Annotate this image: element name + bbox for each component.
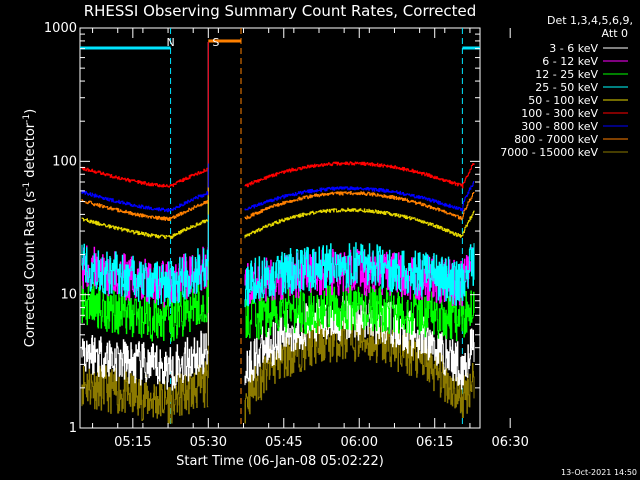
annotation-n: N bbox=[166, 36, 174, 49]
legend-label: 25 - 50 keV bbox=[535, 81, 598, 94]
x-tick-label: 05:15 bbox=[114, 435, 151, 450]
series-25-50-kev bbox=[81, 42, 475, 308]
x-tick-label: 06:15 bbox=[416, 435, 453, 450]
legend-label: 800 - 7000 keV bbox=[514, 133, 598, 146]
y-tick-label: 10 bbox=[60, 288, 77, 303]
series-300-800-kev bbox=[81, 42, 475, 213]
series-100-300-kev bbox=[81, 42, 475, 189]
series-line bbox=[81, 295, 475, 391]
legend-label: 6 - 12 keV bbox=[542, 55, 598, 68]
series-line bbox=[81, 207, 475, 239]
series-line bbox=[81, 191, 475, 221]
legend-header-attenuator: Att 0 bbox=[602, 27, 628, 40]
plot-frame bbox=[79, 27, 481, 429]
chart-title: RHESSI Observing Summary Count Rates, Co… bbox=[84, 2, 477, 20]
footer-timestamp: 13-Oct-2021 14:50 bbox=[561, 468, 637, 477]
legend-label: 50 - 100 keV bbox=[528, 94, 598, 107]
legend-label: 3 - 6 keV bbox=[549, 42, 598, 55]
x-axis-label: Start Time (06-Jan-08 05:02:22) bbox=[176, 454, 384, 469]
y-axis-label: Corrected Count Rate (s-1 detector-1) bbox=[22, 109, 38, 347]
series-layer bbox=[81, 42, 475, 424]
series-line bbox=[81, 181, 475, 213]
x-tick-label: 05:45 bbox=[265, 435, 302, 450]
y-tick-label: 1 bbox=[69, 421, 77, 436]
legend-label: 12 - 25 keV bbox=[535, 68, 598, 81]
x-tick-label: 06:00 bbox=[341, 435, 378, 450]
series-line bbox=[81, 242, 475, 308]
legend-header-detectors: Det 1,3,4,5,6,9, bbox=[547, 14, 633, 27]
annotation-s: S bbox=[212, 36, 219, 49]
tick-layer: 1 10 100 1000 05:15 05:30 05:45 06:00 06:15 06:30 bbox=[44, 21, 529, 450]
series-line bbox=[81, 161, 475, 189]
y-tick-label: 100 bbox=[52, 154, 77, 169]
legend-label: 7000 - 15000 keV bbox=[500, 146, 598, 159]
legend-label: 100 - 300 keV bbox=[521, 107, 598, 120]
x-tick-label: 05:30 bbox=[190, 435, 227, 450]
legend-label: 300 - 800 keV bbox=[521, 120, 598, 133]
y-tick-label: 1000 bbox=[44, 21, 77, 36]
series-800-7000-kev bbox=[81, 42, 475, 221]
x-tick-label: 06:30 bbox=[491, 435, 528, 450]
series-50-100-kev bbox=[81, 42, 475, 239]
